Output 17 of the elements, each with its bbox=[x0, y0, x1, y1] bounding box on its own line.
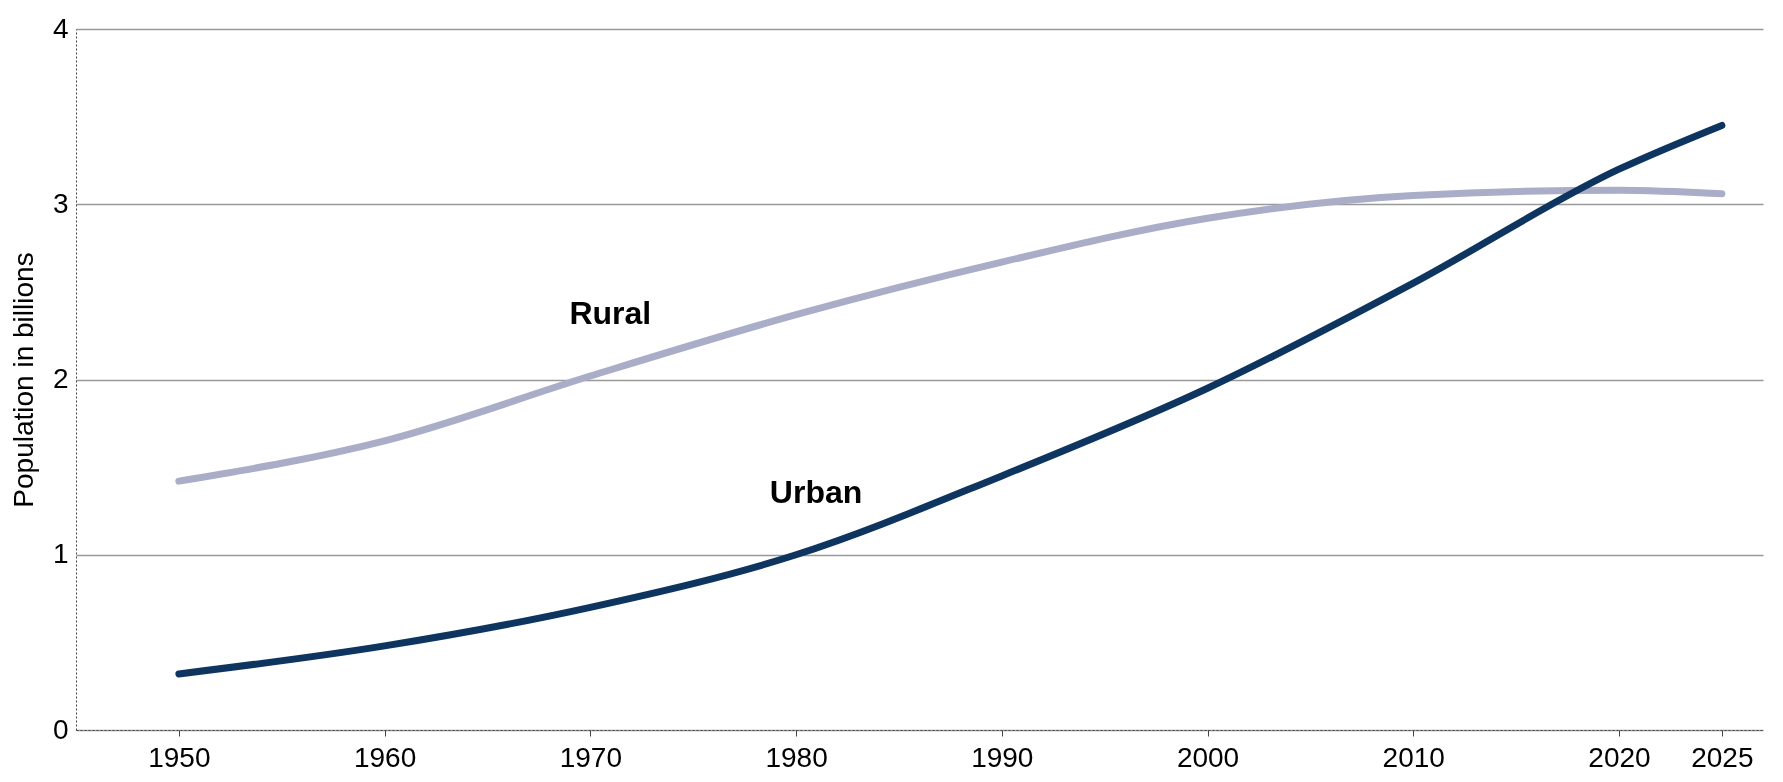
x-tick-label: 1980 bbox=[765, 741, 828, 773]
x-tick-label: 2025 bbox=[1691, 741, 1754, 773]
y-tick-label: 3 bbox=[52, 187, 69, 219]
y-tick-label: 4 bbox=[52, 12, 69, 44]
x-tick-label: 1990 bbox=[971, 741, 1034, 773]
series-label: Urban bbox=[769, 473, 863, 510]
x-tick-label: 1950 bbox=[148, 741, 211, 773]
x-tick-label: 2000 bbox=[1176, 741, 1240, 773]
x-tick-label: 2020 bbox=[1588, 741, 1651, 773]
y-axis-title: Population in billions bbox=[7, 252, 39, 508]
y-tick-label: 2 bbox=[52, 363, 69, 394]
y-tick-label: 1 bbox=[52, 538, 69, 570]
x-tick-label: 1970 bbox=[559, 741, 622, 773]
series-label: Rural bbox=[569, 294, 652, 331]
x-tick-label: 2010 bbox=[1382, 741, 1445, 773]
x-tick-label: 1960 bbox=[353, 741, 417, 773]
y-tick-label: 0 bbox=[52, 713, 69, 745]
